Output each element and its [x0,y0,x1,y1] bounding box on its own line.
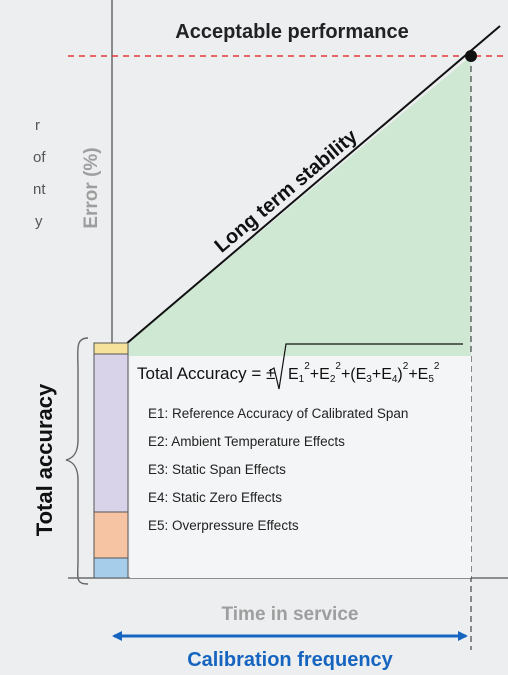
formula-lead: Total Accuracy = ± [137,364,275,383]
y-axis-label: Error (%) [81,147,102,228]
cropped-text-line: of [33,149,46,166]
cropped-text-line: nt [33,181,46,198]
total-accuracy-label: Total accuracy [32,383,57,536]
calibration-label: Calibration frequency [187,649,393,671]
legend-item: E5: Overpressure Effects [148,518,299,533]
legend-item: E3: Static Span Effects [148,462,286,477]
legend-item: E1: Reference Accuracy of Calibrated Spa… [148,406,408,421]
legend-item: E4: Static Zero Effects [148,490,282,505]
page-title: Acceptable performance [175,21,408,43]
bar-segment-e1 [94,354,128,512]
x-axis-label: Time in service [222,604,359,625]
bar-segment-e5 [94,558,128,578]
legend-item: E2: Ambient Temperature Effects [148,434,345,449]
intersection-point [465,50,477,62]
bar-segment-e4 [94,512,128,558]
cropped-text-line: y [35,213,43,230]
bar-segment-top [94,343,128,354]
cropped-text-line: r [35,117,40,134]
